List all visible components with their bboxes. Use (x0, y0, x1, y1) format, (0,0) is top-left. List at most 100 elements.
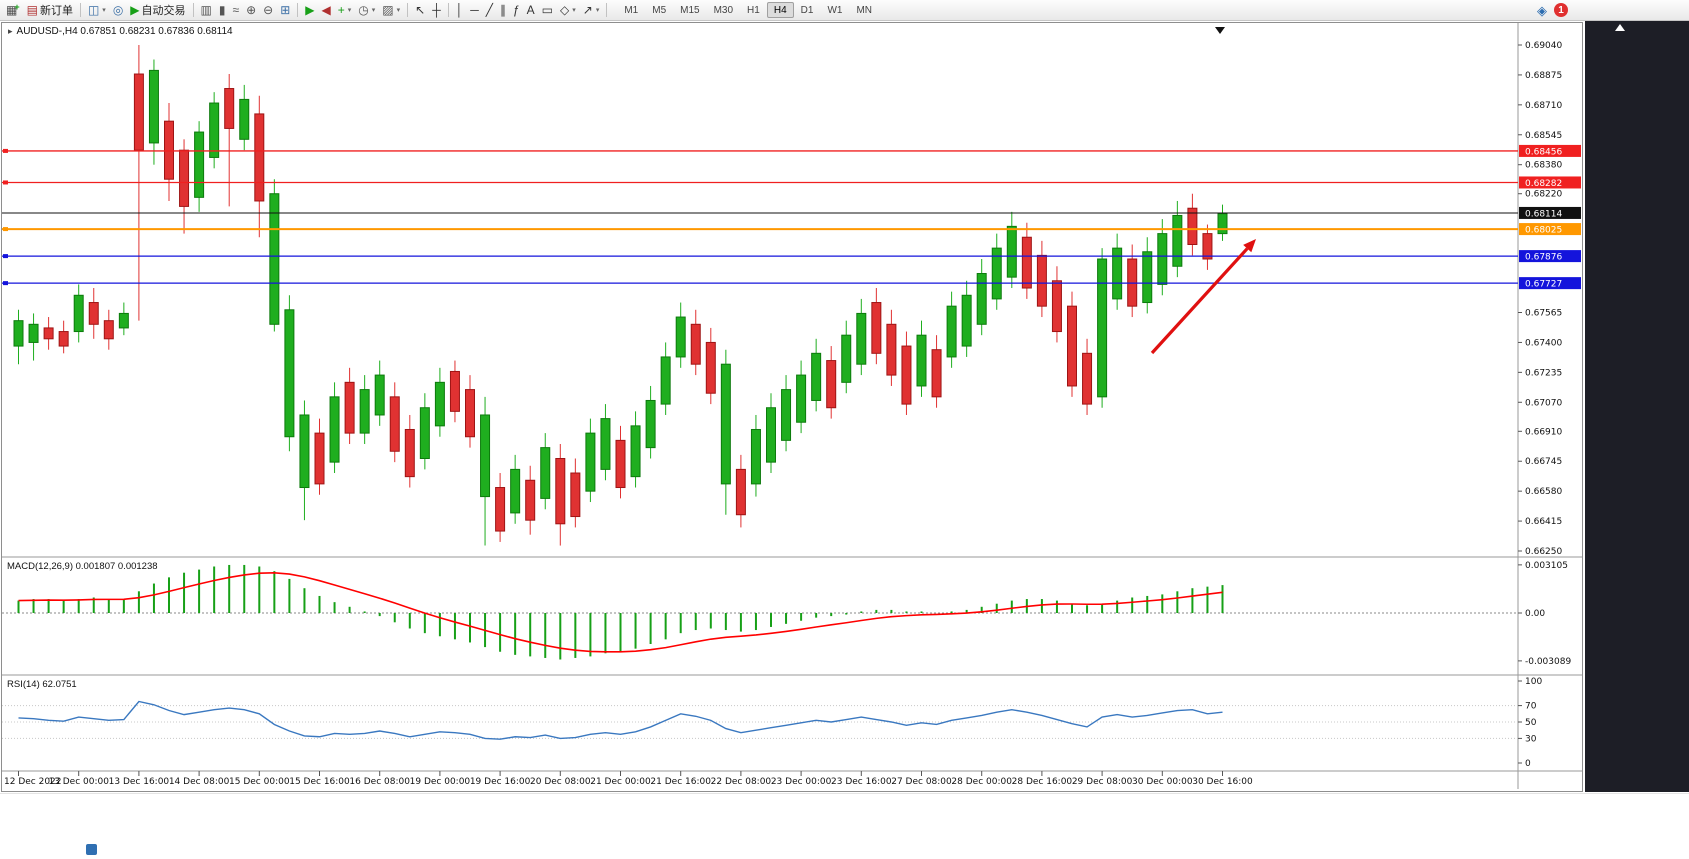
shapes-icon: ◇ (560, 3, 570, 17)
timeframe-w1[interactable]: W1 (827, 4, 843, 16)
time-axis-label: 30 Dec 00:00 (1132, 777, 1193, 787)
dropdown-arrow-icon[interactable]: ▾ (371, 7, 376, 14)
line-chart-icon[interactable]: ≈ (229, 2, 242, 19)
new-order-button-label: 新订单 (39, 5, 73, 17)
indicators-icon[interactable]: + ▾ (335, 2, 355, 19)
candle-body (299, 414, 310, 489)
candle-body (404, 428, 415, 478)
price-axis-label: 0.66250 (1525, 547, 1562, 557)
support-line-2-price-label: 0.67727 (1525, 280, 1562, 290)
candle-body (1202, 233, 1213, 260)
candle-body (916, 334, 927, 387)
trendline-icon[interactable]: ╱ (483, 2, 496, 19)
tile-windows-icon[interactable]: ⊞ (277, 2, 293, 19)
status-icon[interactable] (86, 844, 97, 855)
bar-chart-icon[interactable]: ▥ (198, 2, 215, 19)
candle-body (886, 323, 897, 376)
dropdown-arrow-icon[interactable]: ▾ (347, 7, 352, 14)
candle-body (374, 374, 385, 416)
macd-signal-line (18, 572, 1223, 653)
profiles-icon[interactable]: ◎ (110, 2, 126, 19)
tile-windows-icon: ⊞ (280, 3, 291, 17)
equidistant-channel-icon[interactable]: ∥ (497, 2, 509, 19)
candle-body (164, 120, 174, 180)
dropdown-arrow-icon[interactable]: ▾ (572, 7, 576, 14)
timeframe-m5[interactable]: M5 (652, 4, 667, 16)
auto-trading-icon: ▶ (130, 3, 140, 17)
price-axis-label: 0.68710 (1525, 101, 1562, 111)
workspace-marker-icon (1615, 24, 1625, 31)
bar-chart-icon: ▥ (200, 3, 212, 17)
candle-body (224, 88, 235, 129)
cursor-icon[interactable]: ↖ (412, 2, 428, 19)
candle-body (811, 352, 822, 401)
candle-body (449, 370, 460, 412)
timeframe-m1[interactable]: M1 (624, 4, 639, 16)
time-axis-label: 15 Dec 00:00 (229, 777, 290, 787)
charts-window-icon: ◫ (87, 3, 100, 17)
fibonacci-icon[interactable]: ƒ (510, 2, 523, 19)
pivot-line-price-tag (1519, 223, 1581, 236)
candle-body (510, 468, 521, 514)
timeframe-d1[interactable]: D1 (800, 4, 814, 16)
price-axis-label: 0.68875 (1525, 71, 1562, 81)
candle-body (1097, 258, 1108, 398)
candle-body (871, 302, 882, 354)
new-chart-icon: ▦ (6, 3, 18, 17)
trend-arrow-annotation[interactable] (1150, 247, 1249, 355)
macd-axis-label: 0.00 (1525, 609, 1545, 619)
scroll-end-marker-icon[interactable] (1215, 27, 1225, 34)
chart-shift-icon[interactable]: ◀ (319, 2, 334, 19)
zoom-in-icon[interactable]: ⊕ (243, 2, 259, 19)
support-line-2-price-tag (1519, 277, 1581, 290)
candle-body (1021, 236, 1032, 289)
candle-body (570, 472, 581, 518)
new-order-button[interactable]: ▤ 新订单 (24, 2, 76, 19)
candle-body (1006, 225, 1017, 278)
arrows-icon[interactable]: ↗ ▾ (580, 2, 603, 19)
notifications-badge[interactable]: 1 (1554, 3, 1568, 17)
templates-icon[interactable]: ▨ ▾ (379, 2, 403, 19)
timeframe-h1[interactable]: H1 (747, 4, 760, 16)
pivot-line-anchor (3, 227, 8, 232)
price-axis-label: 0.66745 (1525, 457, 1562, 467)
auto-scroll-icon[interactable]: ▶ (302, 2, 317, 19)
candle-body (1142, 251, 1153, 304)
dropdown-arrow-icon[interactable]: ▾ (102, 7, 106, 14)
candle-body (600, 418, 611, 470)
timeframe-h4[interactable]: H4 (766, 2, 794, 18)
price-axis-label: 0.69040 (1525, 41, 1562, 51)
zoom-out-icon[interactable]: ⊖ (260, 2, 276, 19)
candle-body (28, 323, 39, 343)
text-icon[interactable]: A (524, 2, 538, 19)
text-label-icon: ▭ (541, 3, 553, 17)
timeframe-m15[interactable]: M15 (680, 4, 700, 16)
crosshair-icon[interactable]: ┼ (429, 2, 444, 19)
dropdown-arrow-icon[interactable]: ▾ (595, 7, 600, 14)
horizontal-line-icon[interactable]: ─ (467, 2, 482, 19)
zoom-out-icon: ⊖ (263, 3, 274, 17)
resistance-line-2-anchor (3, 180, 8, 185)
auto-trading-button[interactable]: ▶ 自动交易 (127, 2, 188, 19)
text-label-icon[interactable]: ▭ (539, 2, 556, 19)
periods-icon[interactable]: ◷ ▾ (355, 2, 378, 19)
time-axis-label: 16 Dec 08:00 (349, 777, 410, 787)
templates-icon: ▨ (382, 3, 394, 17)
time-axis-label: 23 Dec 00:00 (771, 777, 832, 787)
time-axis-label: 23 Dec 16:00 (831, 777, 892, 787)
time-axis-label: 21 Dec 00:00 (590, 777, 651, 787)
quick-search-icon[interactable]: ◈ (1537, 2, 1547, 18)
candle-body (389, 396, 400, 452)
timeframe-mn[interactable]: MN (856, 4, 872, 16)
candle-body (1051, 280, 1062, 333)
vertical-line-icon[interactable]: │ (453, 2, 467, 19)
new-chart-icon[interactable]: ▦ + (3, 2, 23, 19)
timeframe-m30[interactable]: M30 (713, 4, 734, 16)
charts-window-icon[interactable]: ◫ ▾ (85, 2, 109, 19)
toolbar-separator (192, 3, 194, 17)
candlestick-chart-icon[interactable]: ▮ (216, 2, 229, 19)
shapes-icon[interactable]: ◇ ▾ (557, 2, 579, 19)
price-chart-canvas[interactable]: 0.69040 0.68875 0.68710 0.68545 0.68380 0.682… (2, 23, 1582, 789)
candle-body (841, 334, 852, 383)
dropdown-arrow-icon[interactable]: ▾ (396, 7, 401, 14)
